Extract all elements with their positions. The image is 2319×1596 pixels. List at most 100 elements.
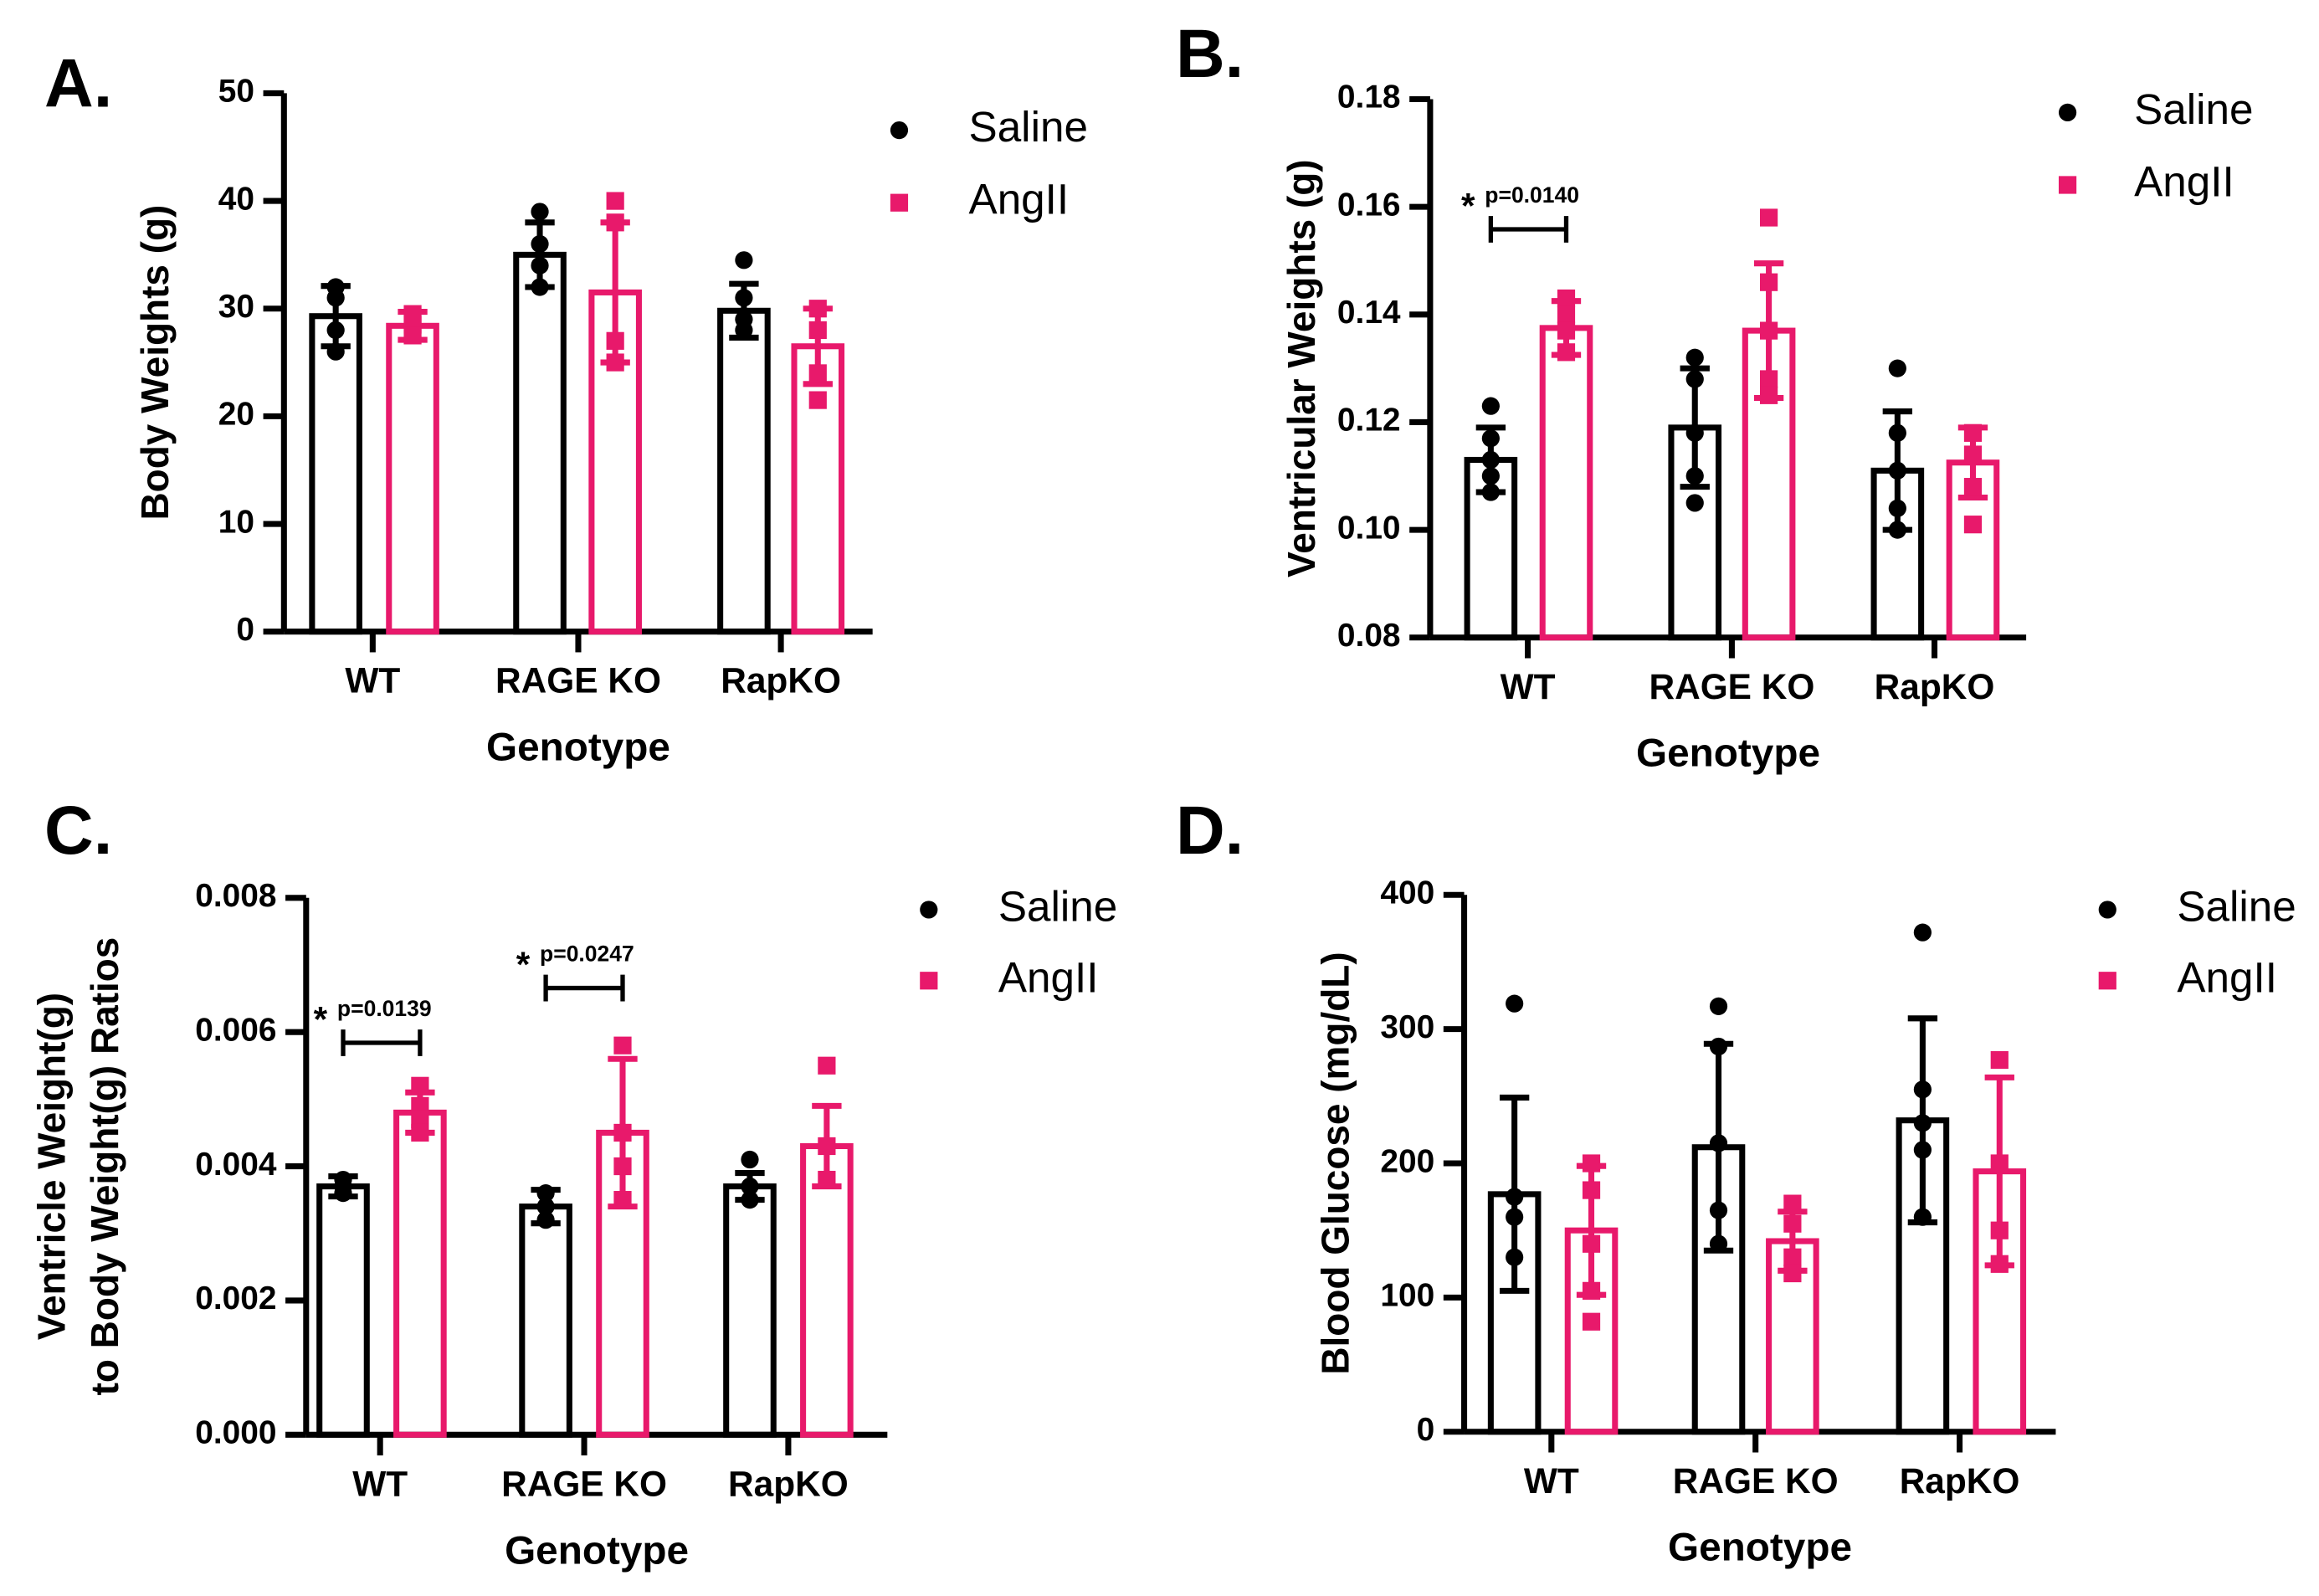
data-point <box>1506 1248 1524 1266</box>
data-point <box>613 1191 632 1209</box>
data-point <box>1913 923 1932 942</box>
x-tick-label: WT <box>352 1464 408 1503</box>
y-axis-label: to Body Weight(g) Ratios <box>83 937 126 1396</box>
y-tick-label: 300 <box>1380 1009 1434 1045</box>
data-point <box>1759 208 1778 227</box>
data-point <box>808 321 827 340</box>
data-point <box>606 213 624 232</box>
y-tick-label: 400 <box>1380 875 1434 911</box>
data-point <box>1783 1194 1802 1213</box>
data-point <box>606 192 624 210</box>
legend-label: Saline <box>2177 882 2296 930</box>
x-tick-label: RAGE KO <box>1673 1461 1839 1501</box>
bar <box>1539 325 1593 641</box>
data-point <box>1685 467 1704 485</box>
y-tick-label: 0.000 <box>195 1415 276 1451</box>
data-point <box>1990 1221 2009 1239</box>
y-tick-label: 100 <box>1380 1278 1434 1314</box>
data-point <box>1963 478 1983 496</box>
data-point <box>1990 1154 2009 1173</box>
y-tick-label: 0.006 <box>195 1012 276 1048</box>
x-axis-label: Genotype <box>505 1528 689 1573</box>
y-tick-label: 10 <box>218 504 254 540</box>
data-point <box>1709 997 1728 1015</box>
data-point <box>1888 521 1906 539</box>
data-point <box>606 353 624 372</box>
y-tick-label: 0.008 <box>195 878 276 914</box>
legend-label: Saline <box>2134 85 2253 133</box>
x-tick-label: RapKO <box>1875 667 1995 706</box>
bar <box>393 1109 447 1438</box>
x-tick-label: WT <box>1524 1461 1579 1501</box>
panel-label: D. <box>1176 793 1244 869</box>
data-point <box>1506 1188 1524 1206</box>
data-point <box>1913 1080 1932 1099</box>
bar <box>386 322 439 635</box>
data-point <box>1783 1214 1802 1233</box>
x-tick-label: RapKO <box>721 661 841 700</box>
data-point <box>411 1110 429 1129</box>
bar <box>519 1203 572 1438</box>
data-point <box>1557 305 1576 324</box>
data-point <box>411 1076 429 1095</box>
data-point <box>1709 1134 1728 1152</box>
panel-label: B. <box>1176 16 1244 92</box>
data-point <box>1582 1181 1601 1199</box>
y-tick-label: 0 <box>1417 1412 1435 1448</box>
y-tick-label: 0.08 <box>1337 618 1401 654</box>
data-point <box>1582 1312 1601 1331</box>
data-point <box>411 1123 429 1142</box>
data-point <box>326 342 345 361</box>
data-point <box>1759 370 1778 388</box>
bar <box>316 1183 370 1438</box>
bar <box>800 1142 854 1438</box>
y-tick-label: 0.002 <box>195 1280 276 1316</box>
data-point <box>1963 445 1983 464</box>
panel-label: A. <box>44 46 112 122</box>
data-point <box>531 203 549 221</box>
data-point <box>1888 359 1906 377</box>
bar <box>717 307 771 635</box>
x-tick-label: WT <box>345 661 400 700</box>
data-point <box>1888 423 1906 442</box>
data-point <box>1783 1264 1802 1283</box>
data-point <box>536 1184 555 1203</box>
data-point <box>1913 1114 1932 1132</box>
legend-marker <box>2098 901 2116 919</box>
data-point <box>741 1191 759 1209</box>
legend-marker <box>2058 176 2077 194</box>
data-point <box>1990 1255 2009 1273</box>
data-point <box>1759 273 1778 291</box>
data-point <box>1582 1234 1601 1253</box>
data-point <box>613 1123 632 1142</box>
bar <box>513 251 567 635</box>
legend-label: AngII <box>2134 158 2234 206</box>
data-point <box>1888 461 1906 480</box>
data-point <box>1557 343 1576 362</box>
data-point <box>1582 1154 1601 1173</box>
data-point <box>818 1170 836 1189</box>
y-tick-label: 0.14 <box>1337 295 1401 331</box>
legend-marker <box>920 901 938 919</box>
bar <box>791 343 845 635</box>
data-point <box>735 251 753 269</box>
legend-label: AngII <box>969 176 1070 223</box>
data-point <box>1481 397 1500 415</box>
significance-star: * <box>1461 186 1475 225</box>
p-value: p=0.0247 <box>540 942 634 967</box>
y-tick-label: 20 <box>218 397 254 433</box>
bar <box>723 1183 777 1438</box>
y-tick-label: 0.10 <box>1337 510 1401 546</box>
data-point <box>1913 1141 1932 1159</box>
y-tick-label: 50 <box>218 74 254 110</box>
p-value: p=0.0139 <box>337 996 432 1021</box>
p-value: p=0.0140 <box>1485 182 1579 208</box>
significance-bracket <box>341 1029 423 1056</box>
panel-label: C. <box>44 793 112 869</box>
data-point <box>1481 483 1500 501</box>
x-tick-label: RapKO <box>1900 1461 2020 1501</box>
data-point <box>531 256 549 275</box>
data-point <box>1685 370 1704 388</box>
legend-marker <box>920 972 938 990</box>
